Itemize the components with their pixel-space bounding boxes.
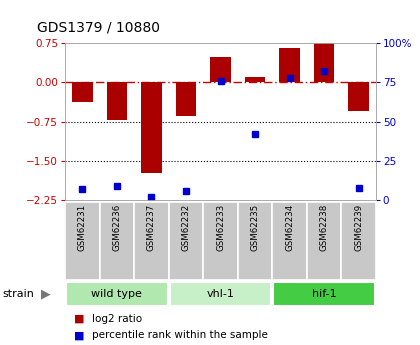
FancyBboxPatch shape (203, 202, 238, 280)
Text: log2 ratio: log2 ratio (92, 314, 142, 324)
FancyBboxPatch shape (169, 202, 203, 280)
FancyBboxPatch shape (272, 202, 307, 280)
FancyBboxPatch shape (341, 202, 376, 280)
Text: ■: ■ (74, 314, 84, 324)
Text: GSM62239: GSM62239 (354, 204, 363, 251)
Bar (348, 82, 369, 111)
FancyBboxPatch shape (273, 282, 375, 306)
FancyBboxPatch shape (100, 202, 134, 280)
Bar (279, 48, 300, 82)
FancyBboxPatch shape (170, 282, 271, 306)
Text: GSM62232: GSM62232 (181, 204, 190, 252)
Text: GSM62234: GSM62234 (285, 204, 294, 252)
Bar (72, 82, 93, 102)
Bar (176, 82, 196, 116)
FancyBboxPatch shape (66, 282, 168, 306)
Text: GSM62235: GSM62235 (251, 204, 260, 252)
Bar (210, 57, 231, 82)
Text: hif-1: hif-1 (312, 289, 336, 299)
Bar (245, 77, 265, 82)
Text: GSM62238: GSM62238 (320, 204, 328, 252)
Bar (107, 82, 127, 120)
Text: percentile rank within the sample: percentile rank within the sample (92, 331, 268, 340)
Text: GSM62233: GSM62233 (216, 204, 225, 252)
Bar (314, 43, 334, 82)
Text: ▶: ▶ (41, 288, 51, 300)
Text: vhl-1: vhl-1 (207, 289, 234, 299)
Text: strain: strain (2, 289, 34, 299)
FancyBboxPatch shape (238, 202, 272, 280)
Text: GSM62231: GSM62231 (78, 204, 87, 252)
Text: GSM62236: GSM62236 (113, 204, 121, 252)
Text: ■: ■ (74, 331, 84, 340)
Text: GSM62237: GSM62237 (147, 204, 156, 252)
Text: GDS1379 / 10880: GDS1379 / 10880 (37, 20, 160, 34)
FancyBboxPatch shape (134, 202, 169, 280)
Text: wild type: wild type (92, 289, 142, 299)
FancyBboxPatch shape (307, 202, 341, 280)
FancyBboxPatch shape (65, 202, 100, 280)
Bar (141, 82, 162, 173)
